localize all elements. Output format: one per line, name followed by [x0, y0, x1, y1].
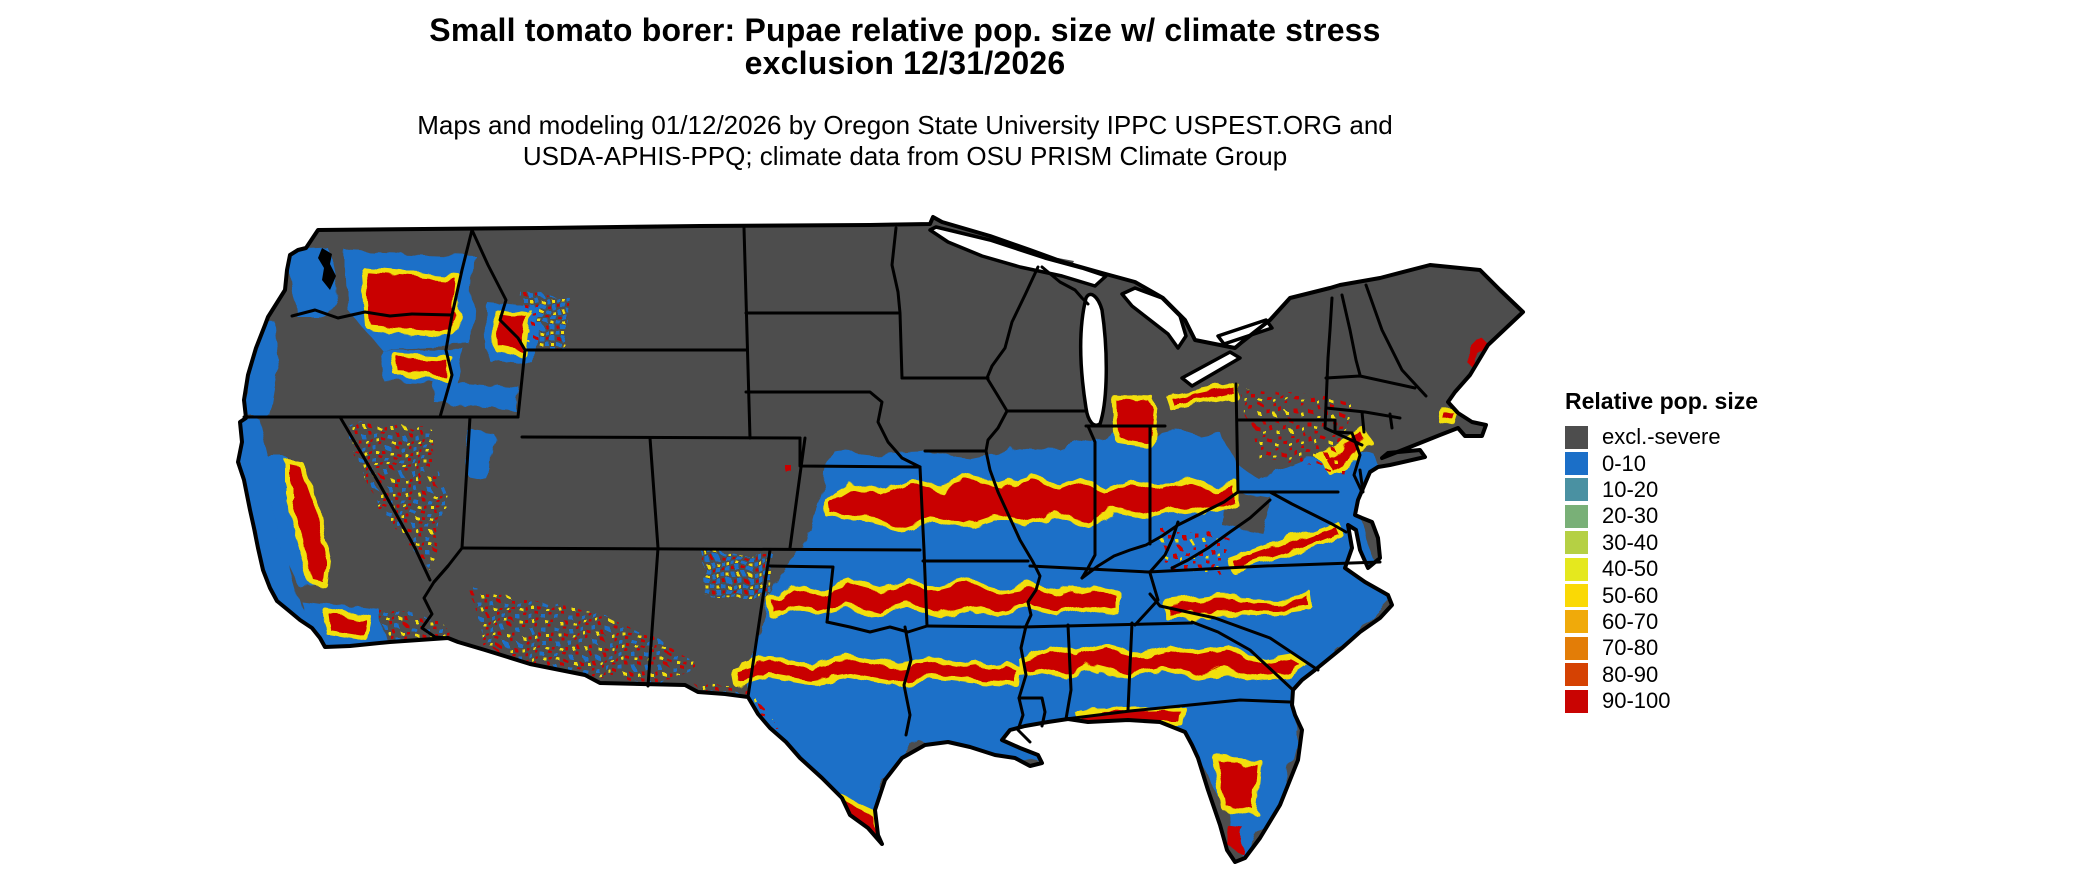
legend-item: excl.-severe — [1565, 424, 1845, 450]
band-speckle-appalachia — [1240, 388, 1350, 470]
legend-item-label: 70-80 — [1602, 635, 1659, 661]
band-high-pop-ewa-basin — [362, 267, 463, 338]
legend-item: 70-80 — [1565, 635, 1845, 661]
legend-item: 20-30 — [1565, 503, 1845, 529]
figure-title-line1: Small tomato borer: Pupae relative pop. … — [429, 12, 1381, 48]
lake-superior — [928, 225, 1108, 288]
legend-swatch — [1565, 478, 1588, 502]
figure-title-line2: exclusion 12/31/2026 — [744, 45, 1066, 81]
region-florida-keys — [1214, 867, 1254, 876]
band-high-pop-central-fl — [1212, 755, 1263, 815]
dot-high-pop-co-plains — [788, 468, 794, 474]
band-high-pop-neor — [392, 352, 453, 381]
legend-swatch — [1565, 689, 1588, 713]
legend: Relative pop. size excl.-severe 0-10 10-20… — [1565, 388, 1845, 714]
legend-item: 50-60 — [1565, 582, 1845, 608]
lake-erie — [1180, 350, 1242, 388]
region-speckle-az-nm — [470, 590, 700, 682]
state-borders — [242, 226, 1428, 744]
legend-title: Relative pop. size — [1565, 388, 1759, 414]
region-speckle-seco — [700, 550, 775, 600]
band-high-pop-gulf — [732, 655, 1023, 689]
legend-item-label: 60-70 — [1602, 608, 1659, 634]
legend-item: 40-50 — [1565, 556, 1845, 582]
legend-item-label: 0-10 — [1602, 450, 1647, 476]
legend-swatch — [1565, 557, 1588, 581]
legend-items: excl.-severe 0-10 10-20 20-30 30-40 40-50 50-6… — [1565, 424, 1845, 714]
legend-item-label: 20-30 — [1602, 503, 1659, 529]
legend-item-label: 80-90 — [1602, 661, 1659, 687]
legend-swatch — [1565, 610, 1588, 634]
legend-item: 0-10 — [1565, 450, 1845, 476]
us-map-container — [230, 170, 1530, 892]
band-high-pop-ms-al-ga — [1017, 645, 1308, 681]
band-high-pop-sierra-foothills — [285, 459, 331, 588]
legend-item-label: 50-60 — [1602, 582, 1659, 608]
legend-swatch — [1565, 452, 1588, 476]
band-high-pop-newengland-coast — [1435, 405, 1461, 425]
region-low-pop-snake — [435, 382, 520, 410]
legend-swatch — [1565, 531, 1588, 555]
legend-swatch — [1565, 504, 1588, 528]
band-high-pop-va-piedmont — [1227, 519, 1343, 575]
legend-item-label: excl.-severe — [1602, 424, 1721, 450]
band-high-pop-s-fl — [1228, 826, 1244, 852]
region-low-pop-wasatch — [465, 428, 492, 480]
band-high-pop-erie-shore — [1167, 381, 1241, 413]
band-high-pop-ks-mo-oh-valley — [822, 472, 1238, 533]
band-high-pop-socal-mtns — [322, 607, 373, 641]
legend-item-label: 10-20 — [1602, 476, 1659, 502]
figure-subtitle-line1: Maps and modeling 01/12/2026 by Oregon S… — [417, 110, 1393, 140]
legend-item: 10-20 — [1565, 477, 1845, 503]
legend-item: 60-70 — [1565, 609, 1845, 635]
band-high-pop-ok-ar-tn — [767, 579, 1123, 619]
legend-swatch — [1565, 636, 1588, 660]
figure-subtitle: Maps and modeling 01/12/2026 by Oregon S… — [0, 110, 1810, 172]
legend-swatch — [1565, 663, 1588, 687]
lake-ontario — [1216, 318, 1274, 346]
lake-michigan — [1078, 292, 1109, 427]
legend-swatch — [1565, 425, 1588, 449]
legend-item: 30-40 — [1565, 530, 1845, 556]
map-population-layers — [238, 250, 1488, 876]
legend-item-label: 30-40 — [1602, 529, 1659, 555]
band-high-pop-nc-piedmont — [1162, 591, 1315, 621]
legend-item-label: 40-50 — [1602, 556, 1659, 582]
legend-item: 90-100 — [1565, 688, 1845, 714]
band-high-pop-me-coast — [1465, 338, 1488, 366]
us-map — [236, 215, 1525, 876]
legend-item-label: 90-100 — [1602, 688, 1671, 714]
region-speckle-mt-valleys — [520, 290, 570, 350]
figure-subtitle-line2: USDA-APHIS-PPQ; climate data from OSU PR… — [522, 141, 1288, 171]
legend-item: 80-90 — [1565, 662, 1845, 688]
figure-header: Small tomato borer: Pupae relative pop. … — [0, 14, 1810, 172]
puget-sound — [318, 248, 336, 290]
legend-swatch — [1565, 584, 1588, 608]
